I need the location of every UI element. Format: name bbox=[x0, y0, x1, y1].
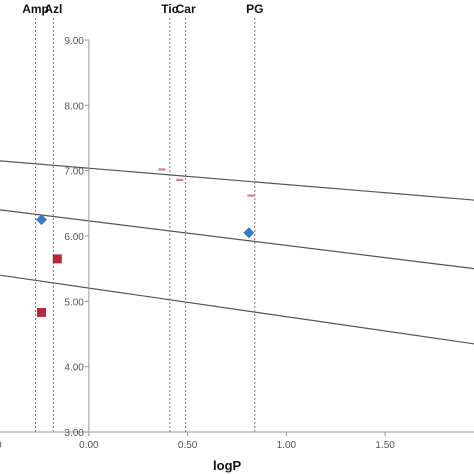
trend-lines bbox=[0, 160, 474, 345]
y-tick-label: 4.00 bbox=[64, 363, 84, 374]
y-tick-label: 6.00 bbox=[64, 232, 84, 243]
x-tick-label: 1.00 bbox=[277, 440, 297, 451]
dash-point bbox=[176, 178, 184, 182]
reference-line-label: Tic bbox=[161, 2, 178, 16]
y-tick-label: 8.00 bbox=[64, 101, 84, 112]
x-tick-label: 1.50 bbox=[375, 440, 395, 451]
reference-line-label: PG bbox=[246, 2, 263, 16]
data-points bbox=[35, 168, 255, 317]
diamond-point bbox=[243, 227, 255, 239]
trend-line bbox=[0, 160, 474, 201]
square-point bbox=[36, 307, 46, 317]
reference-lines bbox=[35, 18, 256, 432]
reference-line-label: Amp bbox=[22, 2, 49, 16]
x-tick-label: 0.50 bbox=[178, 440, 198, 451]
x-tick-label: 0.00 bbox=[79, 440, 99, 451]
y-tick-label: 5.00 bbox=[64, 297, 84, 308]
y-tick-label: 3.00 bbox=[64, 428, 84, 439]
dash-point bbox=[158, 168, 166, 171]
x-axis-title: logP bbox=[213, 458, 241, 473]
dash-point bbox=[247, 194, 255, 197]
trend-line bbox=[0, 209, 474, 270]
y-tick-label: 9.00 bbox=[64, 36, 84, 47]
square-point bbox=[52, 254, 62, 264]
trend-line bbox=[0, 274, 474, 345]
axes: 3.00 4.00 5.00 6.00 7.00 8.00 9.00 -0.50 0.00 0.5… bbox=[0, 36, 474, 451]
x-tick-label: -0.50 bbox=[0, 440, 2, 451]
diamond-point bbox=[35, 214, 47, 226]
y-tick-label: 7.00 bbox=[64, 167, 84, 178]
reference-line-label: Azl bbox=[44, 2, 62, 16]
reference-line-label: Car bbox=[176, 2, 196, 16]
